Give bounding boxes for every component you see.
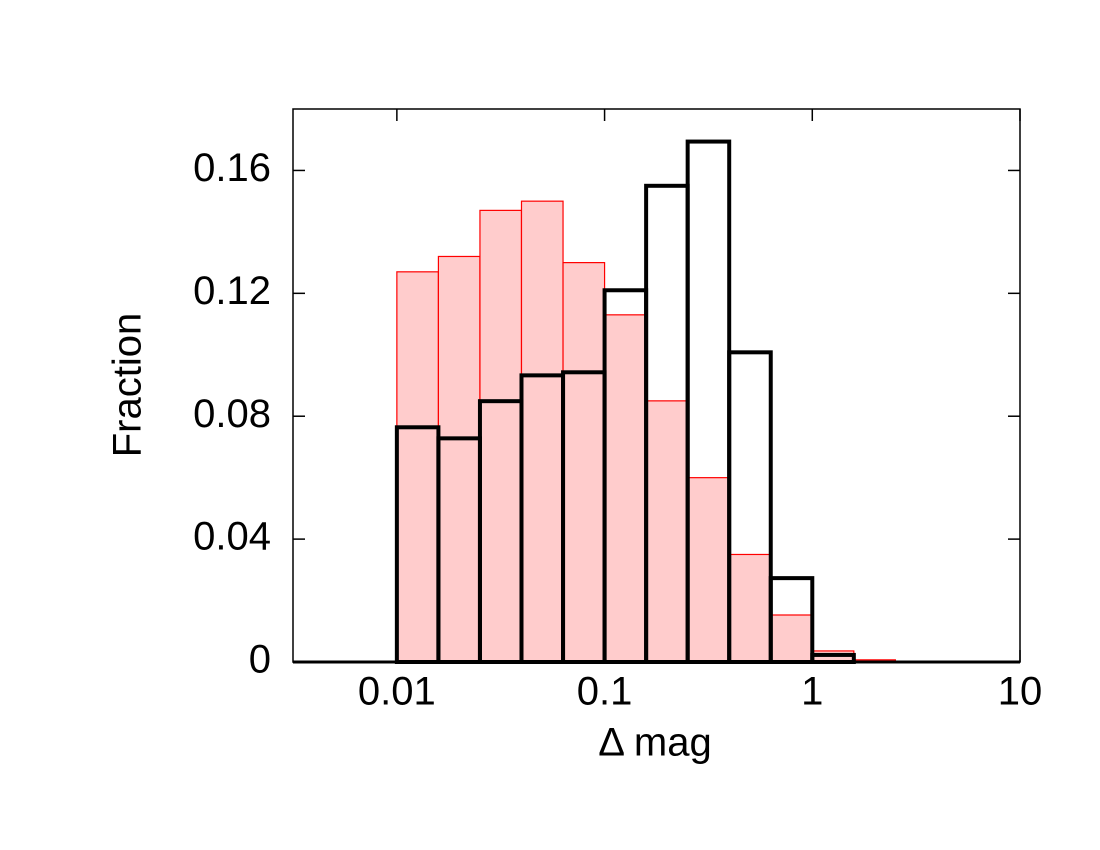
y-axis-label: Fraction — [106, 313, 150, 458]
x-tick-label: 1 — [801, 670, 823, 714]
x-tick-label: 0.1 — [577, 670, 633, 714]
y-tick-label: 0.12 — [193, 269, 271, 313]
histogram-bar — [396, 271, 440, 663]
histogram-bar — [770, 614, 813, 663]
histogram-bar — [603, 314, 647, 663]
y-tick-label: 0.16 — [193, 146, 271, 190]
x-tick-label: 0.01 — [358, 670, 436, 714]
y-tick-label: 0.08 — [193, 392, 271, 436]
y-tick-label: 0 — [249, 638, 271, 682]
y-tick-label: 0.04 — [193, 515, 271, 559]
histogram-bar — [728, 553, 772, 663]
x-tick-label: 10 — [998, 670, 1043, 714]
histogram-bar — [645, 400, 689, 663]
histogram-bar — [562, 262, 606, 663]
histogram-bar — [479, 209, 523, 663]
histogram-bar — [437, 255, 481, 663]
histogram-bar — [687, 477, 730, 663]
histogram-bar — [520, 200, 564, 663]
x-axis-label: Δ mag — [598, 721, 711, 765]
